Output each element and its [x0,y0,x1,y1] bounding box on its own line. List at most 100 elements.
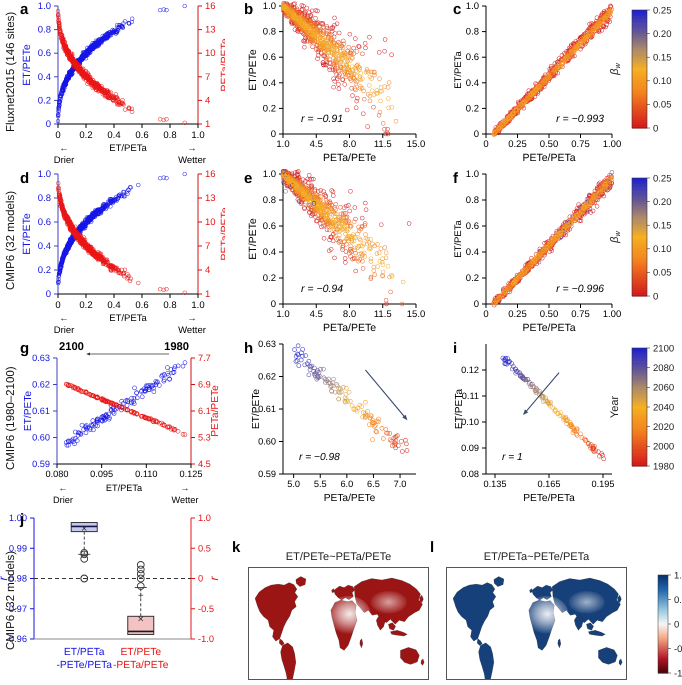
svg-text:Wetter: Wetter [178,325,206,336]
svg-text:0.8: 0.8 [38,193,51,204]
svg-text:0.4: 0.4 [466,78,479,89]
svg-text:ET/PETe: ET/PETe [21,213,33,255]
svg-text:4: 4 [205,265,210,276]
svg-text:0: 0 [483,309,488,320]
svg-text:0.8: 0.8 [263,195,276,206]
svg-text:0.2: 0.2 [38,265,51,276]
svg-text:0: 0 [46,119,51,130]
svg-text:0.6: 0.6 [466,52,479,63]
svg-text:0.4: 0.4 [107,130,120,141]
svg-text:10: 10 [205,217,216,228]
svg-text:0: 0 [483,139,488,150]
svg-text:0.2: 0.2 [38,95,51,106]
svg-text:0: 0 [271,129,276,140]
svg-text:Drier: Drier [54,155,75,166]
svg-text:←: ← [59,143,69,154]
svg-text:Drier: Drier [54,325,75,336]
svg-text:0.8: 0.8 [466,27,479,38]
svg-text:0.2: 0.2 [466,273,479,284]
svg-text:11.5: 11.5 [374,139,392,150]
svg-text:0.2: 0.2 [79,130,92,141]
svg-text:→: → [187,313,197,324]
svg-text:4: 4 [205,95,210,106]
svg-text:0.2: 0.2 [263,273,276,284]
svg-text:1.0: 1.0 [38,1,51,12]
svg-text:0.75: 0.75 [571,309,590,320]
svg-text:0.6: 0.6 [466,221,479,232]
svg-text:1.0: 1.0 [191,130,204,141]
svg-text:ET/PETe: ET/PETe [21,44,33,86]
svg-text:0.8: 0.8 [38,25,51,36]
svg-text:8.0: 8.0 [343,139,356,150]
svg-text:0.4: 0.4 [466,247,479,258]
svg-text:0.2: 0.2 [263,103,276,114]
svg-text:0: 0 [474,299,479,310]
svg-text:0: 0 [653,123,658,134]
svg-text:0.25: 0.25 [653,5,672,16]
svg-text:0.15: 0.15 [653,53,672,64]
svg-text:16: 16 [205,1,216,12]
svg-text:13: 13 [205,25,216,36]
svg-text:0.6: 0.6 [135,130,148,141]
svg-text:0.50: 0.50 [540,309,559,320]
svg-text:0.4: 0.4 [38,72,51,83]
svg-text:0: 0 [271,299,276,310]
svg-text:0.25: 0.25 [508,309,527,320]
svg-text:r = −0.94: r = −0.94 [301,283,343,295]
svg-text:15.0: 15.0 [407,139,426,150]
svg-text:13: 13 [205,193,216,204]
svg-text:0.05: 0.05 [653,100,672,111]
svg-text:0.6: 0.6 [135,300,148,311]
svg-text:0: 0 [474,129,479,140]
svg-text:0.75: 0.75 [571,139,590,150]
svg-text:7: 7 [205,72,210,83]
svg-text:0.10: 0.10 [653,76,672,87]
svg-text:0.50: 0.50 [540,139,559,150]
svg-text:0.8: 0.8 [163,130,176,141]
svg-text:Wetter: Wetter [178,155,206,166]
svg-text:0.8: 0.8 [163,300,176,311]
svg-text:0.8: 0.8 [263,27,276,38]
svg-text:0.4: 0.4 [263,78,276,89]
svg-text:PETa/PETe: PETa/PETe [323,322,376,334]
svg-text:15.0: 15.0 [407,309,426,320]
svg-text:0.4: 0.4 [38,241,51,252]
svg-text:PETa/PETe: PETa/PETe [323,152,376,164]
svg-text:0.6: 0.6 [263,52,276,63]
svg-text:1.0: 1.0 [276,139,289,150]
svg-text:4.5: 4.5 [310,309,323,320]
svg-text:1.0: 1.0 [276,309,289,320]
svg-text:4.5: 4.5 [310,139,323,150]
svg-text:0: 0 [46,289,51,300]
svg-text:0.2: 0.2 [466,103,479,114]
svg-text:r = −0.91: r = −0.91 [301,113,343,125]
svg-text:0.4: 0.4 [107,300,120,311]
svg-text:ET/PETa: ET/PETa [109,143,147,154]
svg-text:ET/PETe: ET/PETe [247,218,259,260]
svg-text:16: 16 [205,169,216,180]
svg-text:0: 0 [55,130,60,141]
svg-text:10: 10 [205,48,216,59]
svg-text:1.0: 1.0 [466,1,479,12]
svg-text:1.0: 1.0 [191,300,204,311]
svg-text:1.0: 1.0 [466,169,479,180]
svg-text:7: 7 [205,241,210,252]
svg-text:1.0: 1.0 [263,1,276,12]
svg-text:→: → [187,143,197,154]
svg-text:1.0: 1.0 [263,169,276,180]
svg-text:0.6: 0.6 [38,217,51,228]
svg-text:PETe/PETa: PETe/PETa [522,152,575,164]
svg-text:8.0: 8.0 [343,309,356,320]
svg-text:ET/PETa: ET/PETa [109,313,147,324]
svg-text:0.4: 0.4 [263,247,276,258]
svg-text:0: 0 [55,300,60,311]
svg-text:0.25: 0.25 [508,139,527,150]
svg-text:0.6: 0.6 [263,221,276,232]
svg-text:11.5: 11.5 [374,309,392,320]
svg-text:βw: βw [609,63,622,76]
svg-text:1: 1 [205,119,210,130]
svg-text:1.0: 1.0 [38,169,51,180]
svg-text:1: 1 [205,289,210,300]
svg-text:ET/PETa: ET/PETa [453,51,464,89]
svg-text:0.6: 0.6 [38,48,51,59]
